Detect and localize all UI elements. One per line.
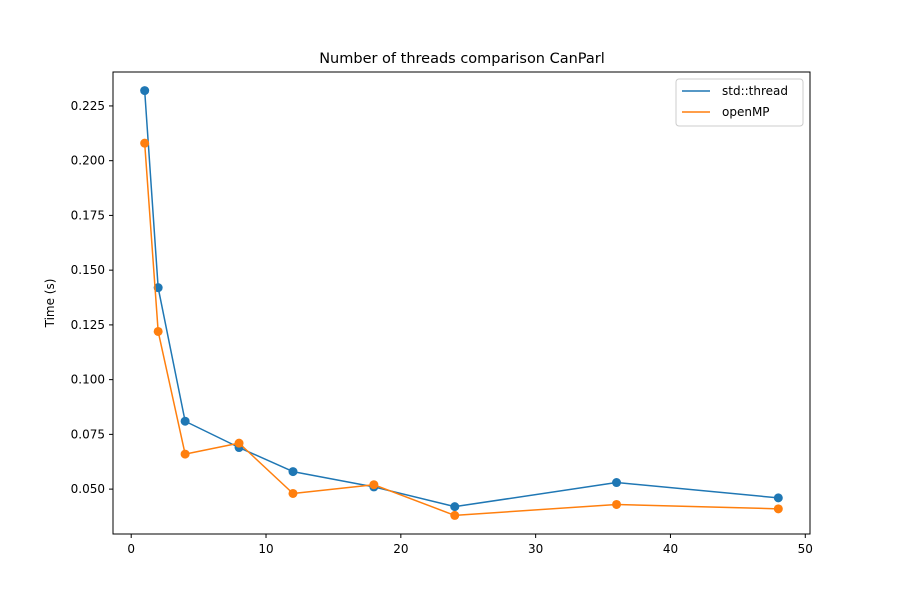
series-layer (140, 86, 783, 520)
data-point-std-thread (288, 467, 298, 477)
x-tick-label: 0 (127, 542, 135, 556)
plot-frame (112, 71, 811, 535)
legend-label-openmp: openMP (722, 105, 770, 119)
data-point-openmp (153, 326, 163, 336)
y-tick-label: 0.200 (71, 154, 105, 168)
data-point-openmp (180, 449, 190, 459)
data-point-std-thread (773, 493, 783, 503)
x-tick-label: 40 (663, 542, 678, 556)
data-point-openmp (773, 504, 783, 514)
y-tick-label: 0.125 (71, 318, 105, 332)
x-tick-label: 30 (528, 542, 543, 556)
x-tick-label: 50 (798, 542, 813, 556)
legend-label-std-thread: std::thread (722, 84, 788, 98)
data-point-std-thread (180, 416, 190, 426)
y-tick-label: 0.225 (71, 99, 105, 113)
y-tick-label: 0.075 (71, 427, 105, 441)
data-point-std-thread (140, 86, 150, 96)
data-point-openmp (288, 488, 298, 498)
data-point-std-thread (612, 478, 622, 488)
data-point-openmp (612, 499, 622, 509)
x-tick-label: 10 (258, 542, 273, 556)
y-axis: 0.050 0.075 0.100 0.125 0.150 0.175 0.200 0.225 (71, 99, 113, 496)
y-axis-label: Time (s) (43, 279, 57, 329)
data-point-openmp (234, 438, 244, 448)
data-point-openmp (450, 510, 460, 520)
y-tick-label: 0.150 (71, 263, 105, 277)
data-point-openmp (140, 138, 150, 148)
chart-title: Number of threads comparison CanParl (319, 51, 605, 67)
x-axis: 0 10 20 30 40 50 (127, 534, 813, 556)
y-tick-label: 0.175 (71, 208, 105, 222)
y-tick-label: 0.100 (71, 373, 105, 387)
legend: std::thread openMP (675, 78, 804, 127)
data-point-openmp (369, 480, 379, 490)
x-tick-label: 20 (393, 542, 408, 556)
y-tick-label: 0.050 (71, 482, 105, 496)
data-point-std-thread (450, 502, 460, 512)
